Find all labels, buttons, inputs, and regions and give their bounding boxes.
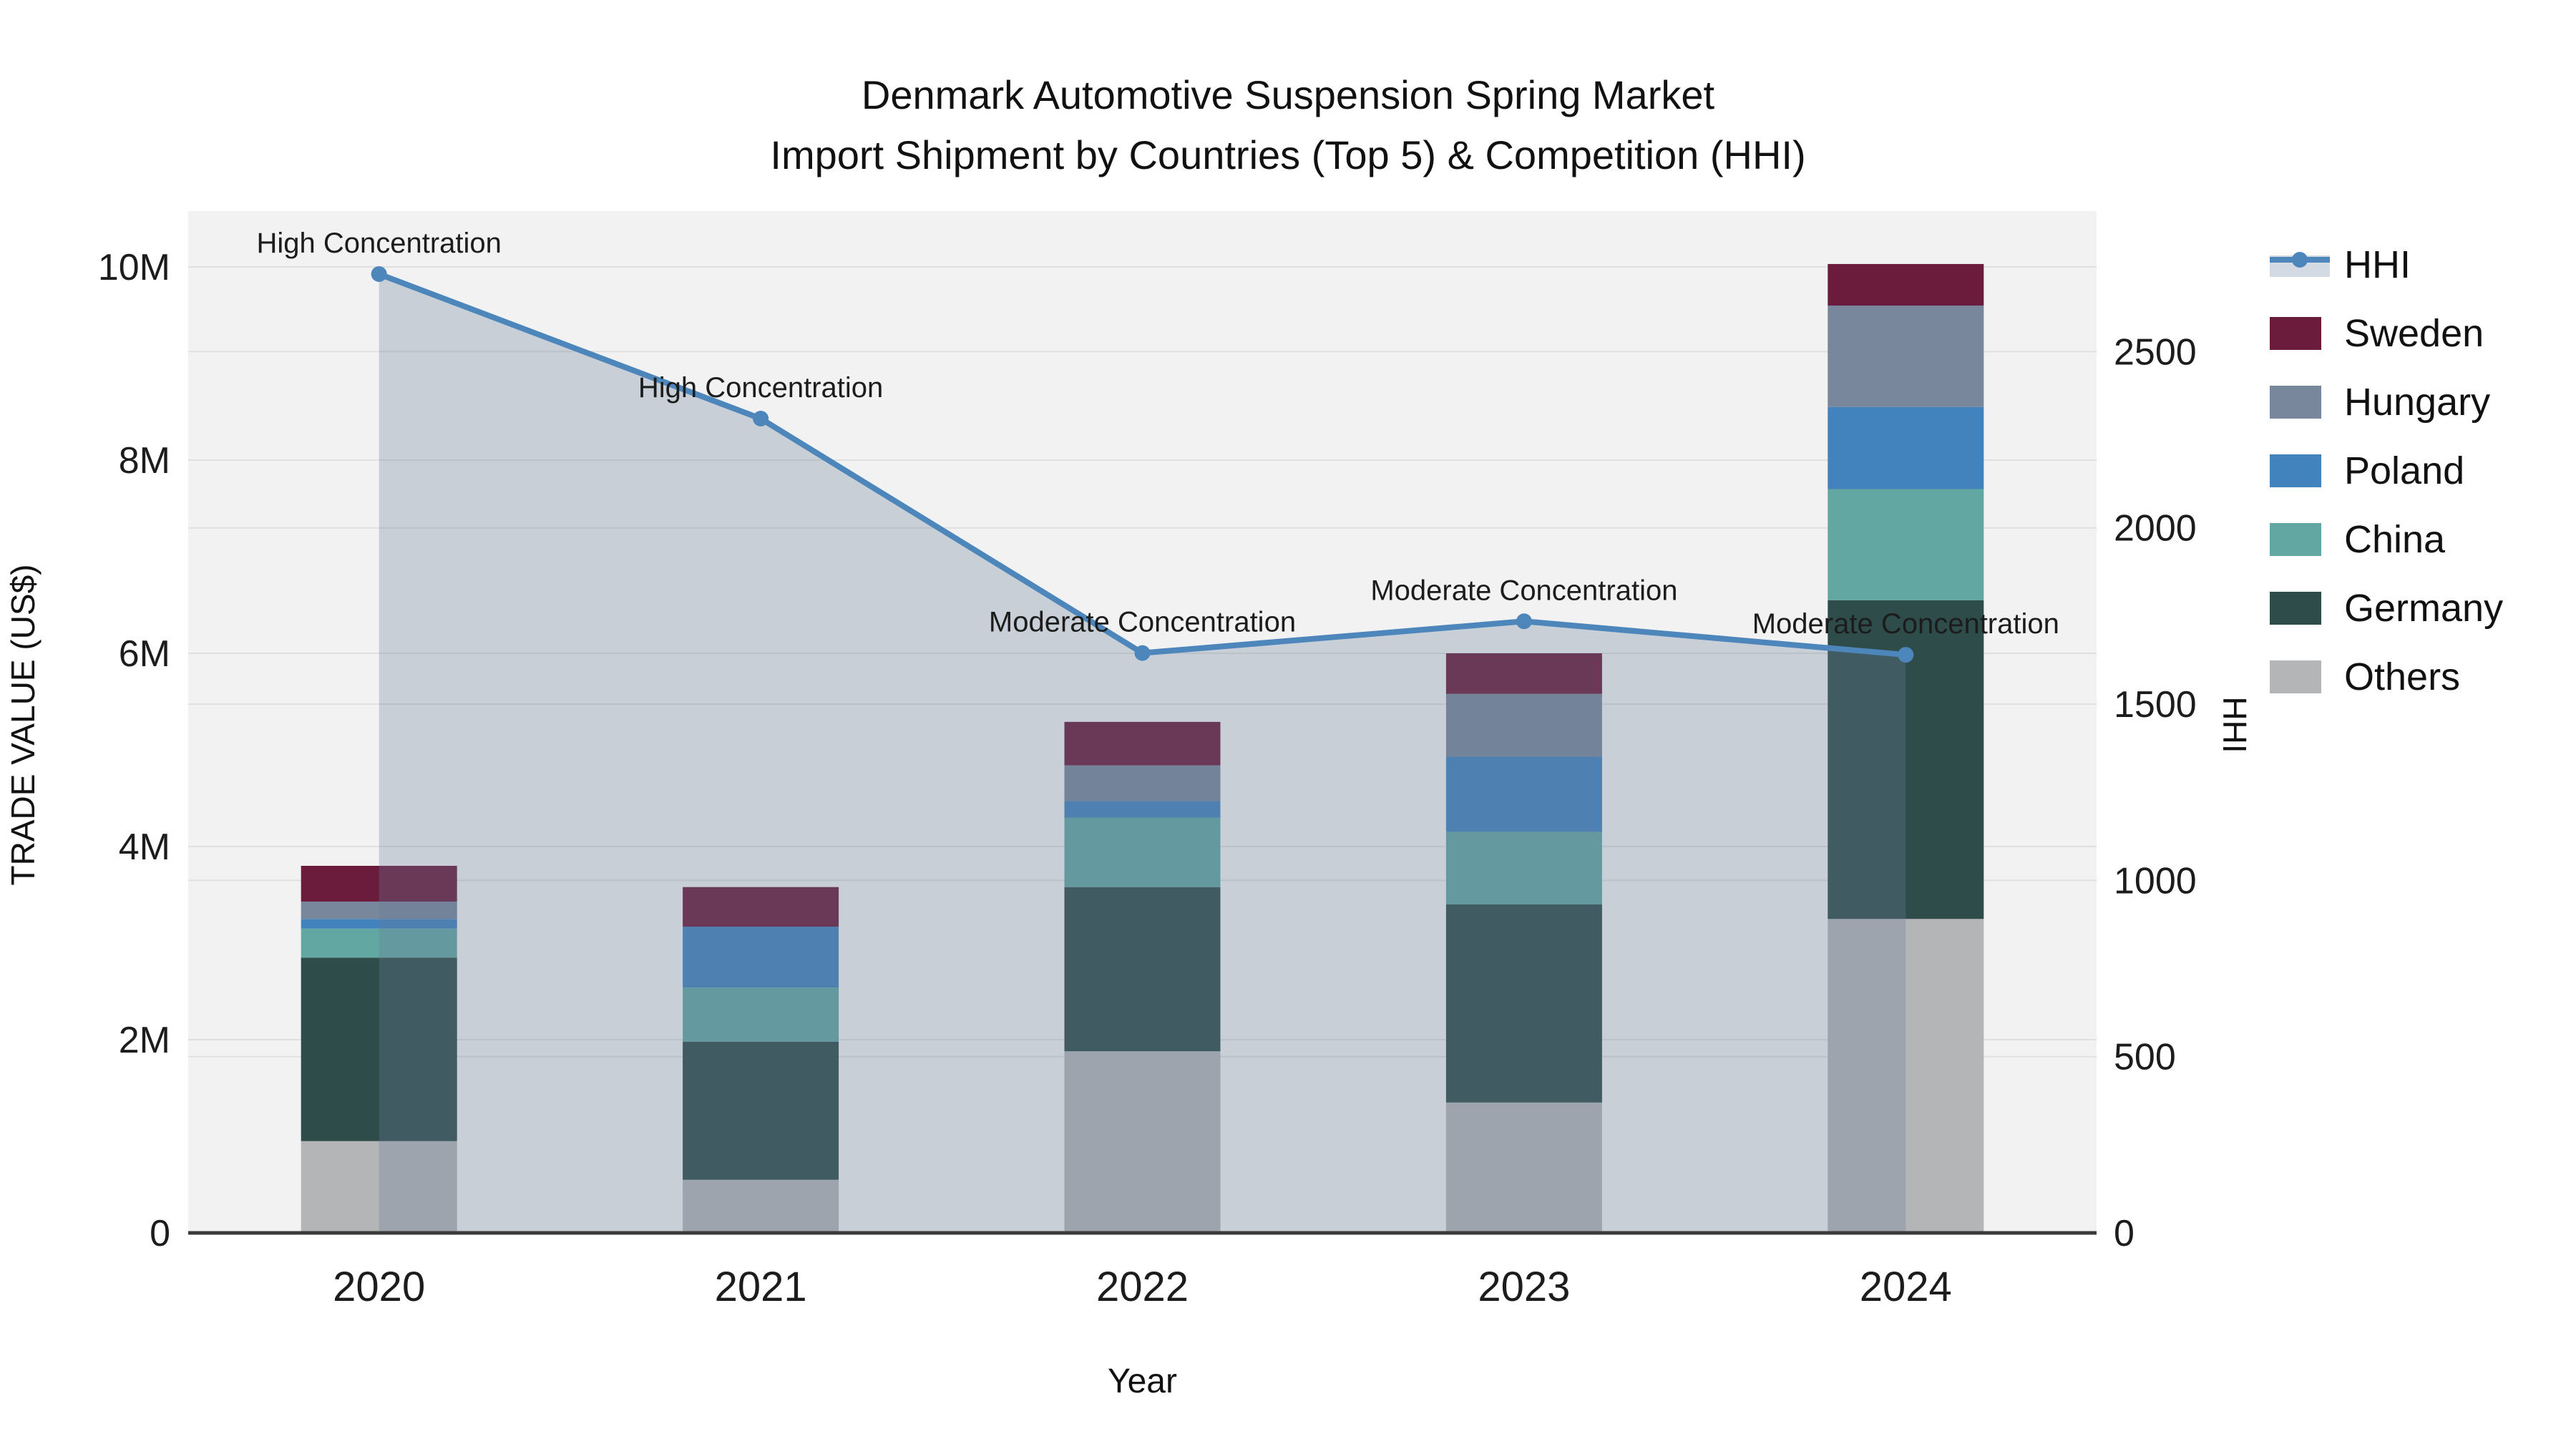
- bar-segment-china-2022: [1064, 817, 1221, 887]
- bar-segment-poland-2021: [683, 927, 839, 988]
- x-tick-2022: 2022: [1096, 1264, 1189, 1310]
- bar-segment-poland-2020: [301, 919, 457, 929]
- legend-swatch-germany: [2270, 592, 2321, 625]
- hhi-marker-2023: [1516, 613, 1532, 630]
- left-tick-4M: 4M: [119, 826, 170, 868]
- x-tick-2020: 2020: [333, 1264, 425, 1310]
- right-tick-2000: 2000: [2114, 508, 2197, 550]
- bar-segment-others-2020: [301, 1141, 457, 1233]
- right-tick-500: 500: [2114, 1037, 2176, 1078]
- bar-segment-china-2021: [683, 987, 839, 1042]
- bar-segment-hungary-2020: [301, 901, 457, 919]
- bar-segment-hungary-2023: [1445, 693, 1602, 757]
- bar-segment-poland-2023: [1445, 756, 1602, 832]
- left-axis-title: TRADE VALUE (US$): [4, 564, 42, 886]
- bar-segment-germany-2020: [301, 957, 457, 1141]
- legend-label-china: China: [2344, 518, 2446, 561]
- annotation-2021: High Concentration: [638, 372, 883, 404]
- right-tick-2500: 2500: [2114, 331, 2197, 373]
- chart-title-line1: Denmark Automotive Suspension Spring Mar…: [861, 72, 1715, 117]
- legend-item-germany: Germany: [2270, 574, 2503, 643]
- right-tick-0: 0: [2114, 1213, 2135, 1254]
- hhi-area-fill: [379, 274, 1906, 1234]
- legend-item-sweden: Sweden: [2270, 299, 2503, 368]
- bar-segment-hungary-2022: [1064, 765, 1221, 801]
- hhi-marker-2022: [1134, 645, 1151, 661]
- hhi-marker-2020: [371, 266, 387, 283]
- legend: HHI Sweden Hungary Poland China Germany Others: [2270, 230, 2503, 711]
- right-tick-1500: 1500: [2114, 684, 2197, 726]
- legend-hhi-marker-icon: [2292, 252, 2308, 268]
- bar-segment-germany-2023: [1445, 904, 1602, 1103]
- annotation-2023: Moderate Concentration: [1370, 575, 1677, 606]
- annotation-2020: High Concentration: [256, 228, 501, 259]
- hhi-marker-2024: [1898, 647, 1914, 663]
- bar-segment-sweden-2024: [1828, 263, 1984, 306]
- bar-segment-sweden-2023: [1445, 653, 1602, 694]
- left-tick-0: 0: [150, 1213, 170, 1254]
- legend-swatch-hungary: [2270, 386, 2321, 419]
- annotation-2022: Moderate Concentration: [989, 607, 1296, 638]
- legend-label-germany: Germany: [2344, 587, 2504, 630]
- bar-segment-others-2024: [1828, 919, 1984, 1233]
- bar-segment-others-2022: [1064, 1051, 1221, 1233]
- legend-swatch-others: [2270, 660, 2321, 693]
- legend-label-poland: Poland: [2344, 449, 2465, 492]
- right-axis-title: HHI: [2216, 696, 2253, 753]
- left-tick-8M: 8M: [119, 440, 170, 482]
- bar-segment-sweden-2022: [1064, 721, 1221, 766]
- bar-segment-sweden-2020: [301, 866, 457, 902]
- legend-item-poland: Poland: [2270, 436, 2503, 505]
- left-tick-2M: 2M: [119, 1020, 170, 1061]
- bar-segment-hungary-2024: [1828, 306, 1984, 407]
- legend-item-others: Others: [2270, 643, 2503, 711]
- chart-title-line2: Import Shipment by Countries (Top 5) & C…: [770, 132, 1806, 177]
- right-tick-1000: 1000: [2114, 860, 2197, 902]
- bar-segment-china-2020: [301, 928, 457, 958]
- hhi-marker-2021: [753, 411, 769, 427]
- x-tick-2023: 2023: [1478, 1264, 1570, 1310]
- legend-item-china: China: [2270, 505, 2503, 574]
- legend-item-hhi: HHI: [2270, 230, 2503, 299]
- x-axis-title: Year: [1108, 1362, 1177, 1400]
- bar-segment-germany-2022: [1064, 887, 1221, 1052]
- legend-swatch-china: [2270, 523, 2321, 556]
- left-tick-6M: 6M: [119, 633, 170, 675]
- legend-item-hungary: Hungary: [2270, 368, 2503, 436]
- bar-segment-sweden-2021: [683, 887, 839, 927]
- bar-segment-poland-2022: [1064, 801, 1221, 818]
- bar-segment-germany-2021: [683, 1041, 839, 1180]
- legend-label-others: Others: [2344, 655, 2461, 698]
- legend-label-hhi: HHI: [2344, 243, 2411, 286]
- legend-swatch-sweden: [2270, 317, 2321, 350]
- x-tick-2024: 2024: [1860, 1264, 1952, 1310]
- bar-segment-china-2024: [1828, 489, 1984, 600]
- bar-segment-poland-2024: [1828, 406, 1984, 489]
- legend-label-sweden: Sweden: [2344, 312, 2484, 355]
- legend-hhi-line-sample: [2270, 250, 2330, 280]
- legend-label-hungary: Hungary: [2344, 381, 2491, 424]
- bar-segment-others-2021: [683, 1179, 839, 1233]
- annotation-2024: Moderate Concentration: [1752, 608, 2059, 640]
- bar-segment-china-2023: [1445, 831, 1602, 904]
- left-tick-10M: 10M: [98, 247, 170, 288]
- x-tick-2021: 2021: [715, 1264, 807, 1310]
- bar-segment-others-2023: [1445, 1102, 1602, 1233]
- legend-swatch-poland: [2270, 454, 2321, 487]
